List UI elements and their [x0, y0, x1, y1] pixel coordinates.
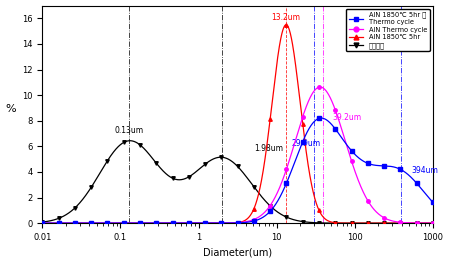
Text: 39.2um: 39.2um	[332, 113, 361, 122]
Text: 13.2um: 13.2um	[272, 13, 301, 22]
Legend: AlN 1850℃ 5hr 후
Thermo cycle, AlN Thermo cycle, AlN 1850℃ 5hr, 열처리전: AlN 1850℃ 5hr 후 Thermo cycle, AlN Thermo…	[346, 9, 430, 52]
Text: 394um: 394um	[411, 166, 438, 175]
X-axis label: Diameter(um): Diameter(um)	[203, 247, 272, 257]
Text: 29.9um: 29.9um	[291, 139, 321, 148]
Y-axis label: %: %	[5, 104, 16, 114]
Text: 1.98um: 1.98um	[254, 144, 283, 153]
Text: 0.13um: 0.13um	[115, 127, 144, 135]
